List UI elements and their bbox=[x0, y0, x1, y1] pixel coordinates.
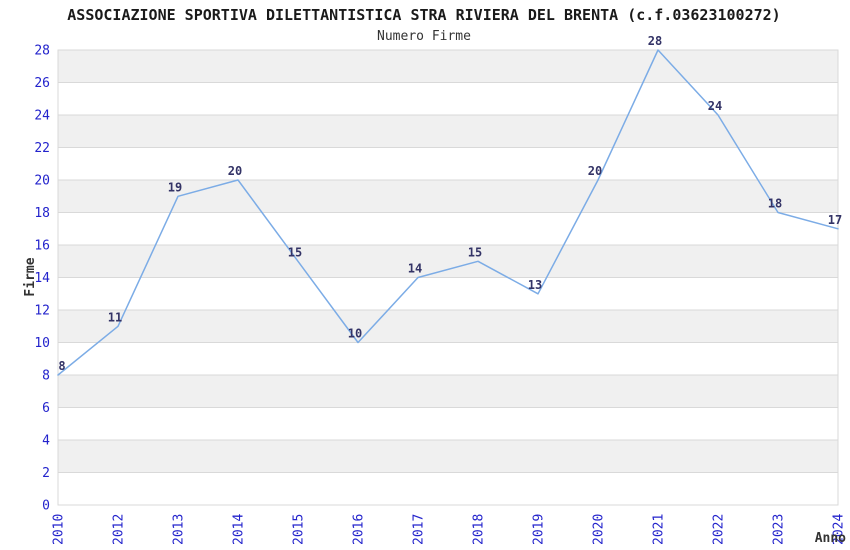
gridlines-layer bbox=[57, 49, 839, 506]
data-point-label: 24 bbox=[708, 99, 722, 113]
plot-bands-layer bbox=[58, 50, 838, 473]
plot-band bbox=[58, 310, 838, 343]
y-tick-label: 22 bbox=[34, 141, 50, 156]
y-tick-label: 20 bbox=[34, 174, 50, 189]
x-tick-label: 2015 bbox=[292, 514, 307, 545]
y-tick-label: 4 bbox=[42, 434, 50, 449]
data-labels-layer: 8 11 19 20 15 10 14 15 13 20 28 24 18 17 bbox=[58, 34, 842, 373]
x-tick-label: 2013 bbox=[172, 514, 187, 545]
series-line bbox=[57, 49, 839, 376]
y-tick-label: 10 bbox=[34, 336, 50, 351]
plot-band bbox=[58, 245, 838, 278]
chart-subtitle: Numero Firme bbox=[377, 29, 471, 44]
x-tick-label: 2024 bbox=[832, 514, 847, 545]
data-point-label: 18 bbox=[768, 197, 782, 211]
y-tick-label: 2 bbox=[42, 466, 50, 481]
data-point-label: 8 bbox=[58, 359, 65, 373]
x-axis-title: Anno bbox=[815, 531, 846, 546]
data-point-label: 20 bbox=[228, 164, 242, 178]
x-tick-label: 2018 bbox=[472, 514, 487, 545]
plot-band bbox=[58, 440, 838, 473]
x-tick-label: 2017 bbox=[412, 514, 427, 545]
x-tick-label: 2012 bbox=[112, 514, 127, 545]
y-tick-label: 24 bbox=[34, 109, 50, 124]
y-tick-label: 14 bbox=[34, 271, 50, 286]
x-tick-label: 2023 bbox=[772, 514, 787, 545]
x-tick-label: 2014 bbox=[232, 514, 247, 545]
data-point-label: 19 bbox=[168, 180, 182, 194]
data-point-label: 13 bbox=[528, 278, 542, 292]
y-tick-label: 12 bbox=[34, 304, 50, 319]
plot-band bbox=[58, 50, 838, 83]
y-tick-label: 28 bbox=[34, 44, 50, 59]
y-tick-label: 8 bbox=[42, 369, 50, 384]
data-point-label: 15 bbox=[288, 245, 302, 259]
x-tick-label: 2010 bbox=[52, 514, 67, 545]
plot-band bbox=[58, 375, 838, 408]
data-point-label: 15 bbox=[468, 245, 482, 259]
data-point-label: 11 bbox=[108, 310, 122, 324]
x-tick-label: 2016 bbox=[352, 514, 367, 545]
y-tick-label: 26 bbox=[34, 76, 50, 91]
x-tick-label: 2022 bbox=[712, 514, 727, 545]
y-tick-label: 16 bbox=[34, 239, 50, 254]
y-tick-label: 18 bbox=[34, 206, 50, 221]
data-point-label: 17 bbox=[828, 213, 842, 227]
data-point-label: 10 bbox=[348, 327, 362, 341]
x-tick-label: 2019 bbox=[532, 514, 547, 545]
series-layer bbox=[57, 49, 839, 376]
y-tick-label: 0 bbox=[42, 499, 50, 514]
x-tick-label: 2021 bbox=[652, 514, 667, 545]
plot-band bbox=[58, 180, 838, 213]
plot-band bbox=[58, 115, 838, 148]
x-tick-label: 2020 bbox=[592, 514, 607, 545]
chart-title: ASSOCIAZIONE SPORTIVA DILETTANTISTICA ST… bbox=[67, 6, 780, 24]
plot-border bbox=[57, 49, 839, 506]
data-point-label: 14 bbox=[408, 262, 422, 276]
y-tick-label: 6 bbox=[42, 401, 50, 416]
y-axis-title: Firme bbox=[23, 257, 38, 296]
data-point-label: 20 bbox=[588, 164, 602, 178]
data-point-label: 28 bbox=[648, 34, 662, 48]
